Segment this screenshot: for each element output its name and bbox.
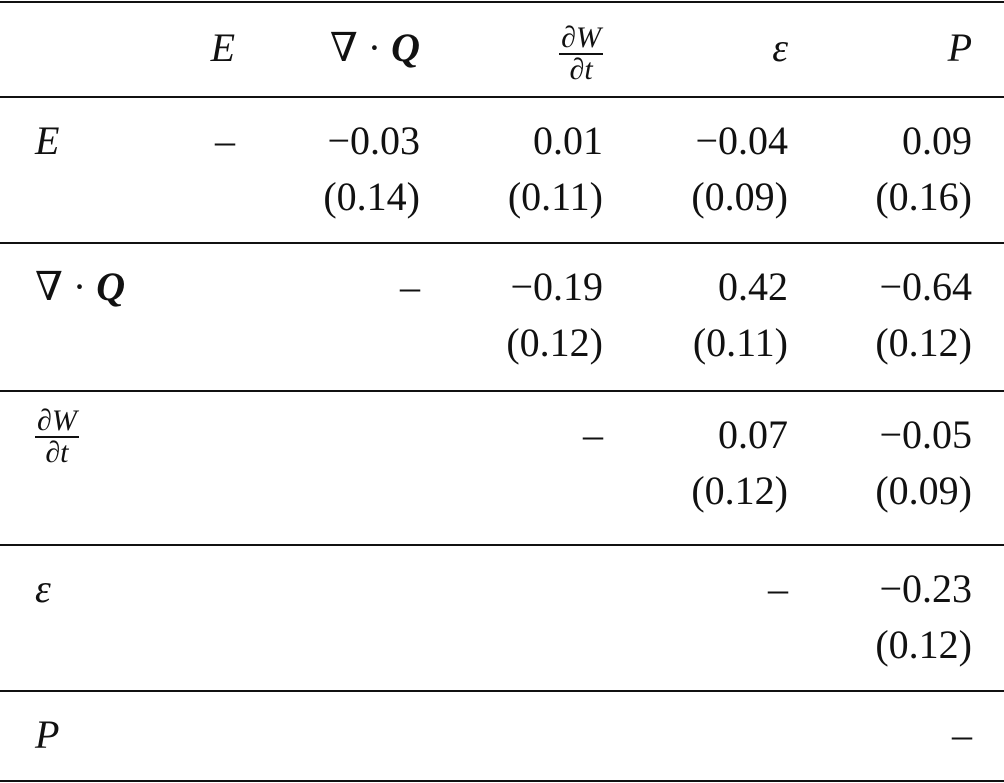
estimate: −0.04 <box>695 118 788 163</box>
numerator: ∂W <box>559 21 603 55</box>
estimate: −0.05 <box>879 412 972 457</box>
estimate: – <box>215 118 235 163</box>
cell: E <box>211 23 235 73</box>
row-label: ∇ · Q <box>35 264 125 309</box>
row-rule <box>0 390 1004 392</box>
symbol: Q <box>391 25 420 70</box>
cell: 0.01 <box>533 116 603 166</box>
standard-error: (0.09) <box>875 468 972 513</box>
standard-error: (0.12) <box>875 320 972 365</box>
operator: ∇ · <box>35 264 87 309</box>
row-rule <box>0 242 1004 244</box>
estimate: 0.42 <box>718 264 788 309</box>
column-header: E <box>210 25 235 70</box>
estimate: – <box>768 566 788 611</box>
standard-error: (0.14) <box>323 174 420 219</box>
symbol: Q <box>96 264 126 309</box>
cell: 0.42 <box>718 262 788 312</box>
cell: (0.11) <box>508 172 603 222</box>
cell: ∂W ∂t <box>559 23 603 85</box>
standard-error: (0.09) <box>691 174 788 219</box>
cell: (0.09) <box>875 466 972 516</box>
numerator: ∂W <box>35 404 79 438</box>
standard-error: (0.11) <box>507 174 603 219</box>
cell: (0.11) <box>693 318 788 368</box>
cell: E <box>35 116 59 166</box>
cell: (0.12) <box>506 318 603 368</box>
standard-error: (0.12) <box>506 320 603 365</box>
standard-error: (0.16) <box>875 174 972 219</box>
estimate: −0.19 <box>510 264 603 309</box>
estimate: −0.23 <box>879 566 972 611</box>
cell: ε <box>772 23 788 73</box>
row-label: P <box>35 712 60 757</box>
cell: (0.14) <box>323 172 420 222</box>
bottom-rule <box>0 780 1004 782</box>
cell: – <box>400 262 420 312</box>
estimate: – <box>583 412 603 457</box>
standard-error: (0.11) <box>692 320 788 365</box>
cell: (0.12) <box>691 466 788 516</box>
cell: ε <box>35 564 51 614</box>
row-rule <box>0 544 1004 546</box>
cell: ∂W ∂t <box>35 406 79 468</box>
cell: P <box>948 23 972 73</box>
estimate: 0.01 <box>533 118 603 163</box>
cell: ∇ · Q <box>35 262 125 312</box>
cell: −0.04 <box>695 116 788 166</box>
cell: – <box>583 410 603 460</box>
cell: ∇ · Q <box>330 23 420 73</box>
header-rule <box>0 96 1004 98</box>
denominator: ∂t <box>569 53 593 86</box>
standard-error: (0.12) <box>691 468 788 513</box>
standard-error: (0.12) <box>875 622 972 667</box>
cell: P <box>35 710 59 760</box>
column-header: ∇ · Q <box>330 25 420 70</box>
row-label: ∂W ∂t <box>35 406 79 468</box>
cell: (0.12) <box>875 620 972 670</box>
estimate: 0.07 <box>718 412 788 457</box>
column-header: P <box>947 25 972 70</box>
estimate: −0.03 <box>327 118 420 163</box>
row-label: ε <box>35 566 51 611</box>
estimate: 0.09 <box>902 118 972 163</box>
cell: (0.09) <box>691 172 788 222</box>
row-label: E <box>35 118 60 163</box>
estimate: −0.64 <box>879 264 972 309</box>
cell: 0.09 <box>902 116 972 166</box>
estimate: – <box>952 712 972 757</box>
cell: – <box>952 710 972 760</box>
cell: (0.12) <box>875 318 972 368</box>
cell: −0.05 <box>879 410 972 460</box>
cell: – <box>215 116 235 166</box>
cell: – <box>768 564 788 614</box>
estimate: – <box>400 264 420 309</box>
cell: 0.07 <box>718 410 788 460</box>
row-rule <box>0 690 1004 692</box>
top-rule <box>0 1 1004 3</box>
denominator: ∂t <box>45 436 69 469</box>
cell: −0.23 <box>879 564 972 614</box>
operator: ∇ · <box>329 25 382 70</box>
cell: −0.19 <box>510 262 603 312</box>
cell: −0.64 <box>879 262 972 312</box>
column-header: ε <box>772 25 788 70</box>
cell: −0.03 <box>327 116 420 166</box>
cell: (0.16) <box>875 172 972 222</box>
column-header: ∂W ∂t <box>559 23 603 85</box>
